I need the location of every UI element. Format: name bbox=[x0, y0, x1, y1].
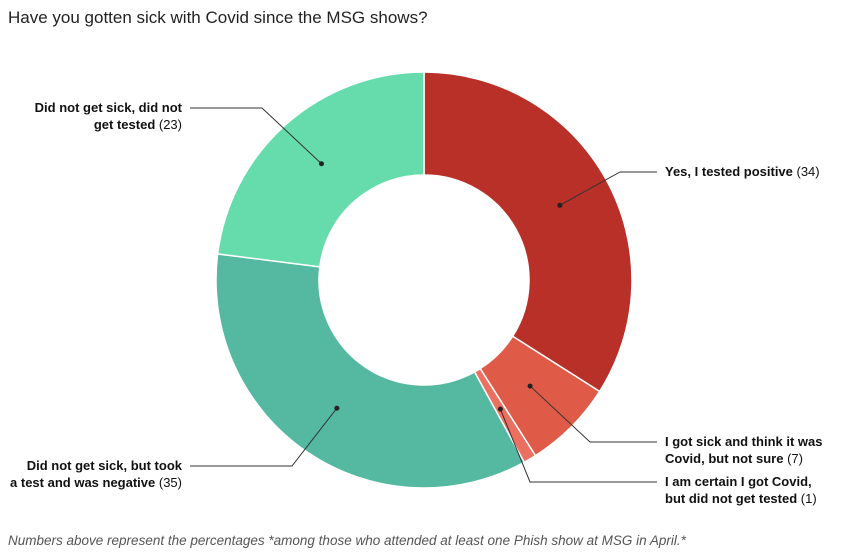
slice-value: (1) bbox=[797, 491, 817, 506]
leader-line-3 bbox=[190, 407, 338, 467]
slice-value: (35) bbox=[155, 475, 182, 490]
donut-slice-0 bbox=[423, 71, 633, 393]
slice-label-text: I am certain I got Covid, bbox=[665, 474, 812, 489]
leader-lines-group bbox=[190, 107, 657, 483]
slice-label-text: Yes, I tested positive bbox=[665, 164, 793, 179]
slices-group bbox=[215, 71, 633, 489]
slice-label-0: Yes, I tested positive (34) bbox=[665, 164, 820, 179]
slice-label-1: I got sick and think it was Covid, but no… bbox=[665, 434, 822, 466]
donut-chart: Yes, I tested positive (34) I got sick an… bbox=[10, 71, 822, 506]
chart-footnote: Numbers above represent the percentages … bbox=[8, 533, 686, 548]
leader-line-0 bbox=[559, 171, 657, 206]
slice-value: (34) bbox=[793, 164, 820, 179]
leader-dot-3 bbox=[334, 405, 340, 411]
donut-slice-4 bbox=[216, 71, 425, 268]
slice-label-text: Covid, but not sure bbox=[665, 451, 783, 466]
slice-label-4: Did not get sick, did not get tested (23) bbox=[35, 100, 183, 132]
labels-group: Yes, I tested positive (34) I got sick an… bbox=[10, 100, 822, 506]
slice-label-text: I got sick and think it was bbox=[665, 434, 822, 449]
chart-title: Have you gotten sick with Covid since th… bbox=[8, 8, 428, 27]
leader-line-2 bbox=[499, 408, 657, 483]
slice-label-text: but did not get tested bbox=[665, 491, 797, 506]
leader-line-4 bbox=[190, 107, 322, 165]
slice-label-3: Did not get sick, but took a test and was… bbox=[10, 458, 183, 490]
leader-line-1 bbox=[529, 385, 657, 443]
slice-label-text: Did not get sick, did not bbox=[35, 100, 183, 115]
slice-value: (23) bbox=[155, 117, 182, 132]
slice-label-2: I am certain I got Covid, but did not get… bbox=[665, 474, 817, 506]
donut-slice-3 bbox=[215, 253, 526, 489]
leader-dot-0 bbox=[557, 202, 563, 208]
slice-label-text: a test and was negative bbox=[10, 475, 155, 490]
leader-dot-2 bbox=[497, 406, 503, 412]
leader-dot-1 bbox=[527, 383, 533, 389]
slice-label-text: get tested bbox=[94, 117, 155, 132]
slice-label-text: Did not get sick, but took bbox=[27, 458, 183, 473]
leader-dot-4 bbox=[318, 161, 324, 167]
slice-value: (7) bbox=[783, 451, 803, 466]
